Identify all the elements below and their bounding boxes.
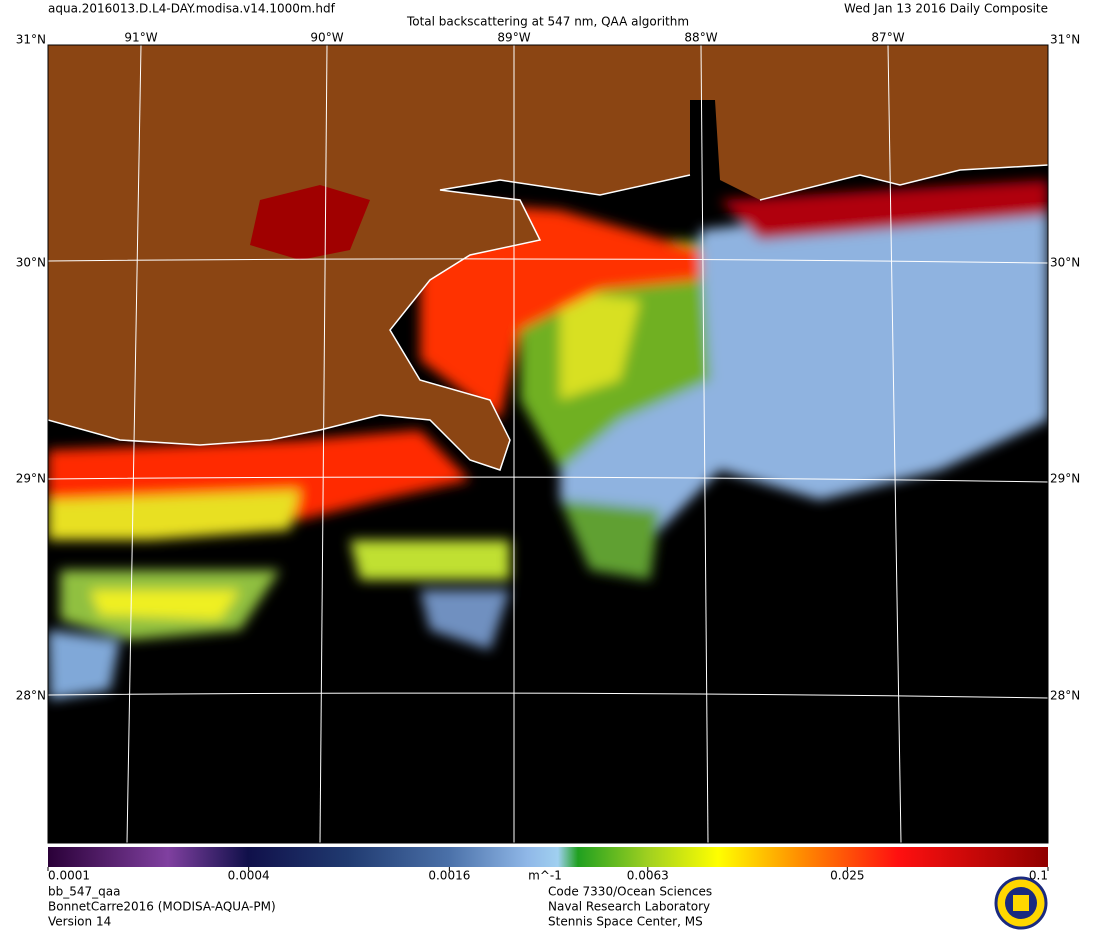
footer-left: bb_547_qaa: [48, 885, 120, 899]
footer-center: Code 7330/Ocean Sciences: [548, 885, 712, 899]
colorbar-tick-label: 0.0016: [428, 869, 470, 883]
file-name: aqua.2016013.D.L4-DAY.modisa.v14.1000m.h…: [48, 2, 336, 16]
colorbar-tick-label: 0.025: [830, 869, 864, 883]
logo: [994, 876, 1048, 930]
colorbar: [48, 847, 1048, 867]
lon-label: 90°W: [310, 31, 343, 45]
lat-label: 29°N: [1050, 472, 1080, 486]
coastline: [48, 164, 1048, 471]
date-label: Wed Jan 13 2016 Daily Composite: [844, 2, 1048, 16]
backscatter-field: [48, 180, 1048, 700]
lat-label: 28°N: [1050, 689, 1080, 703]
lake: [250, 185, 370, 260]
lat-label: 30°N: [16, 256, 46, 270]
lon-label: 91°W: [124, 31, 157, 45]
lat-label: 31°N: [16, 33, 46, 47]
lat-label: 30°N: [1050, 256, 1080, 270]
map: [48, 45, 1048, 843]
lon-label: 87°W: [871, 31, 904, 45]
map-frame: [47, 44, 1049, 844]
footer-left: BonnetCarre2016 (MODISA-AQUA-PM): [48, 900, 276, 914]
lat-label: 31°N: [1050, 33, 1080, 47]
graticule: [48, 45, 1048, 843]
colorbar-tick-label: 0.0063: [627, 869, 669, 883]
lat-label: 29°N: [16, 472, 46, 486]
lon-label: 89°W: [497, 31, 530, 45]
footer-center: Naval Research Laboratory: [548, 900, 710, 914]
colorbar-unit: m^-1: [528, 869, 562, 883]
lat-label: 28°N: [16, 689, 46, 703]
colorbar-tick-label: 0.0004: [228, 869, 270, 883]
land: [48, 45, 1048, 470]
colorbar-tick-label: 0.0001: [48, 869, 90, 883]
footer-center: Stennis Space Center, MS: [548, 915, 703, 929]
footer-left: Version 14: [48, 915, 111, 929]
colorbar-tick-label: 0.1: [1029, 869, 1048, 883]
lon-label: 88°W: [684, 31, 717, 45]
map-title: Total backscattering at 547 nm, QAA algo…: [406, 15, 689, 29]
